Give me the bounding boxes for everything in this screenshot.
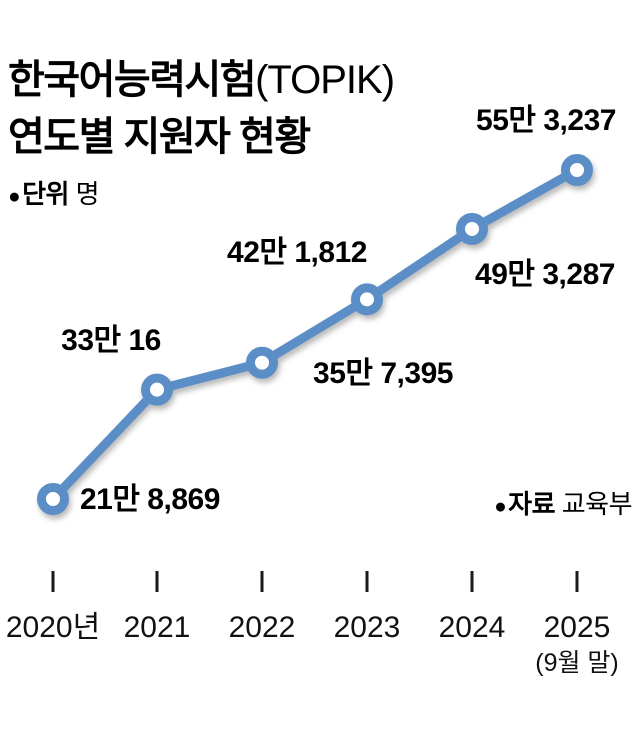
data-label: 35만 7,395 — [313, 357, 453, 390]
chart-title-line2: 연도별 지원자 현황 — [8, 115, 311, 159]
data-point-marker — [351, 283, 383, 316]
source-note: ●자료 교육부 — [494, 484, 632, 521]
data-label: 55만 3,237 — [476, 104, 616, 137]
data-point-marker — [456, 212, 488, 245]
bullet-icon: ● — [494, 495, 507, 518]
data-point-marker — [561, 154, 593, 186]
data-label: 33만 16 — [61, 324, 161, 357]
x-axis-label: 2024 — [438, 611, 506, 644]
x-axis-label: 2020년 — [5, 611, 101, 644]
x-axis-label: 2021 — [123, 611, 191, 644]
chart-title-line1: 한국어능력시험(TOPIK) — [8, 52, 395, 109]
unit-label: 단위 — [22, 179, 69, 209]
x-axis-sublabel: (9월 말) — [535, 649, 619, 677]
chart-title: 한국어능력시험(TOPIK) 연도별 지원자 현황 — [8, 52, 395, 166]
data-point-marker — [37, 483, 69, 515]
data-label: 42만 1,812 — [227, 236, 367, 269]
x-axis-label: 2023 — [333, 611, 401, 644]
x-axis-label: 2022 — [228, 611, 296, 644]
series-line — [48, 165, 582, 504]
x-axis-label: 2025 — [543, 611, 611, 644]
bullet-icon: ● — [8, 185, 21, 208]
source-label: 자료 — [508, 489, 555, 519]
title-korean-bold: 한국어능력시험 — [8, 58, 257, 102]
data-point-marker — [141, 373, 173, 406]
data-label: 49만 3,287 — [475, 258, 615, 291]
data-series — [37, 154, 593, 515]
source-value: 교육부 — [561, 489, 633, 519]
title-latin-regular: (TOPIK) — [255, 58, 395, 102]
unit-note: ●단위 명 — [8, 174, 100, 211]
data-label: 21만 8,869 — [80, 483, 220, 516]
unit-value: 명 — [75, 179, 100, 209]
data-point-marker — [246, 346, 278, 379]
